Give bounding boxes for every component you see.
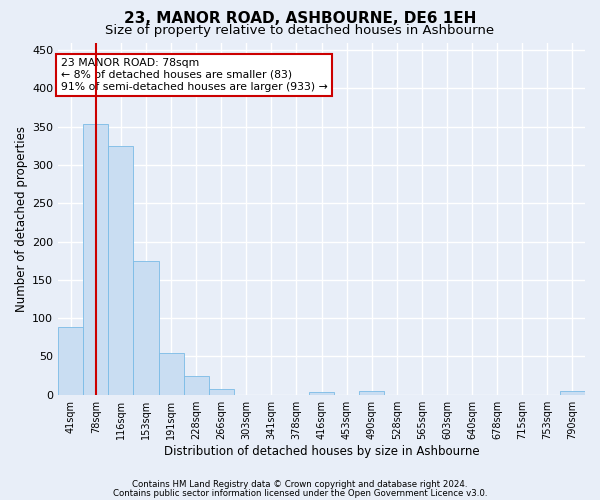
Text: 23, MANOR ROAD, ASHBOURNE, DE6 1EH: 23, MANOR ROAD, ASHBOURNE, DE6 1EH [124, 11, 476, 26]
Bar [58, 328, 83, 394]
Bar [184, 376, 209, 394]
Bar [158, 354, 184, 395]
Bar [209, 388, 234, 394]
Bar [109, 146, 133, 394]
Bar [133, 260, 158, 394]
Text: Contains public sector information licensed under the Open Government Licence v3: Contains public sector information licen… [113, 489, 487, 498]
Text: Size of property relative to detached houses in Ashbourne: Size of property relative to detached ho… [106, 24, 494, 37]
Bar [359, 391, 384, 394]
X-axis label: Distribution of detached houses by size in Ashbourne: Distribution of detached houses by size … [164, 444, 479, 458]
Text: Contains HM Land Registry data © Crown copyright and database right 2024.: Contains HM Land Registry data © Crown c… [132, 480, 468, 489]
Text: 23 MANOR ROAD: 78sqm
← 8% of detached houses are smaller (83)
91% of semi-detach: 23 MANOR ROAD: 78sqm ← 8% of detached ho… [61, 58, 328, 92]
Bar [83, 124, 109, 394]
Bar [560, 391, 585, 394]
Bar [309, 392, 334, 394]
Y-axis label: Number of detached properties: Number of detached properties [15, 126, 28, 312]
